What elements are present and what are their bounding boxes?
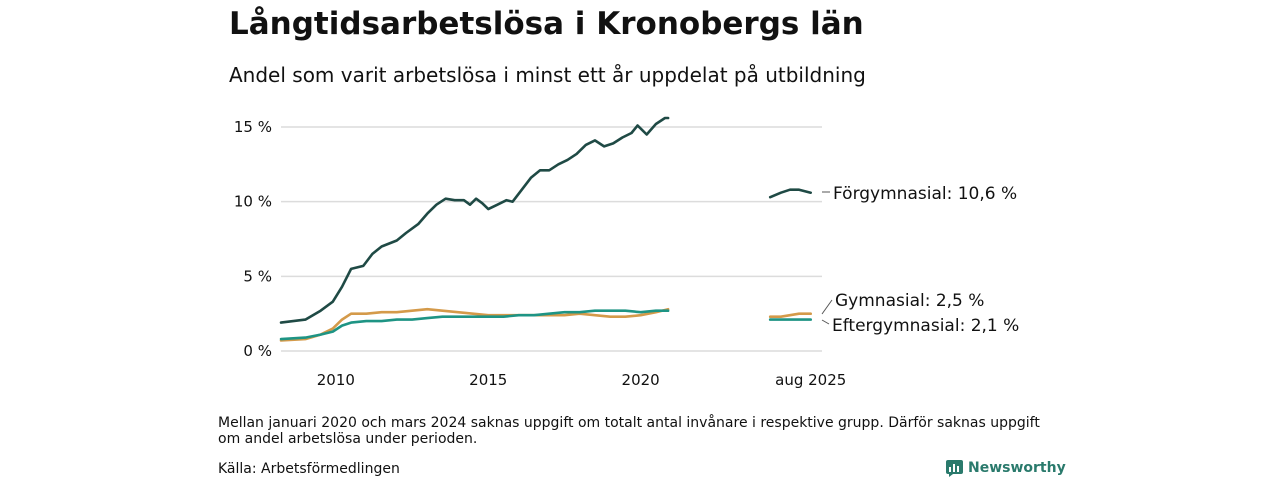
newsworthy-brand: Newsworthy (946, 459, 1066, 477)
newsworthy-logo-icon (946, 459, 963, 477)
series-end-label: Förgymnasial: 10,6 % (833, 184, 1017, 204)
series-end-label: Gymnasial: 2,5 % (835, 291, 984, 311)
series-line-gymnasial (279, 307, 670, 342)
y-tick-label: 5 % (243, 267, 272, 285)
brand-name: Newsworthy (968, 460, 1066, 476)
series-end-label: Eftergymnasial: 2,1 % (832, 316, 1019, 336)
leader-line (821, 299, 833, 315)
y-tick-label: 10 % (234, 193, 272, 211)
y-tick-label: 15 % (234, 118, 272, 136)
source-credit: Källa: Arbetsförmedlingen (218, 461, 400, 477)
x-tick-label: aug 2025 (775, 371, 846, 389)
series-line-förgymnasial (768, 188, 813, 199)
series-line-förgymnasial (279, 116, 670, 324)
chart-title: Långtidsarbetslösa i Kronobergs län (229, 6, 864, 42)
line-chart: 0 % 5 % 10 % 15 % 2010 2015 2020 aug 2025 Förgym… (234, 116, 1019, 389)
leader-line (821, 319, 830, 325)
chart-subtitle: Andel som varit arbetslösa i minst ett å… (229, 63, 866, 87)
y-tick-label: 0 % (243, 342, 272, 360)
series-line-gymnasial (768, 312, 813, 319)
x-tick-label: 2020 (622, 371, 660, 389)
x-tick-label: 2010 (317, 371, 355, 389)
chart-note: Mellan januari 2020 och mars 2024 saknas… (218, 415, 1040, 447)
x-tick-label: 2015 (469, 371, 507, 389)
series-line-eftergymnasial (279, 309, 670, 341)
